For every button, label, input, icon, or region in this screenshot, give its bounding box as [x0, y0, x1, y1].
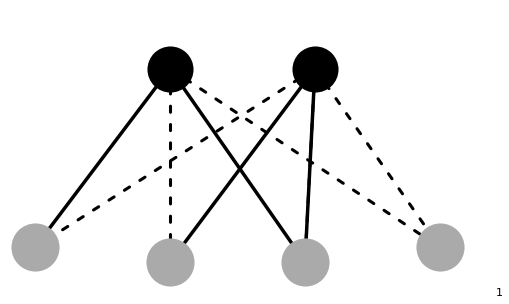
Point	[165, 260, 174, 265]
Text: 1: 1	[494, 288, 501, 298]
Point	[310, 66, 319, 71]
Point	[165, 66, 174, 71]
Point	[435, 245, 443, 250]
Point	[31, 245, 39, 250]
Point	[300, 260, 308, 265]
